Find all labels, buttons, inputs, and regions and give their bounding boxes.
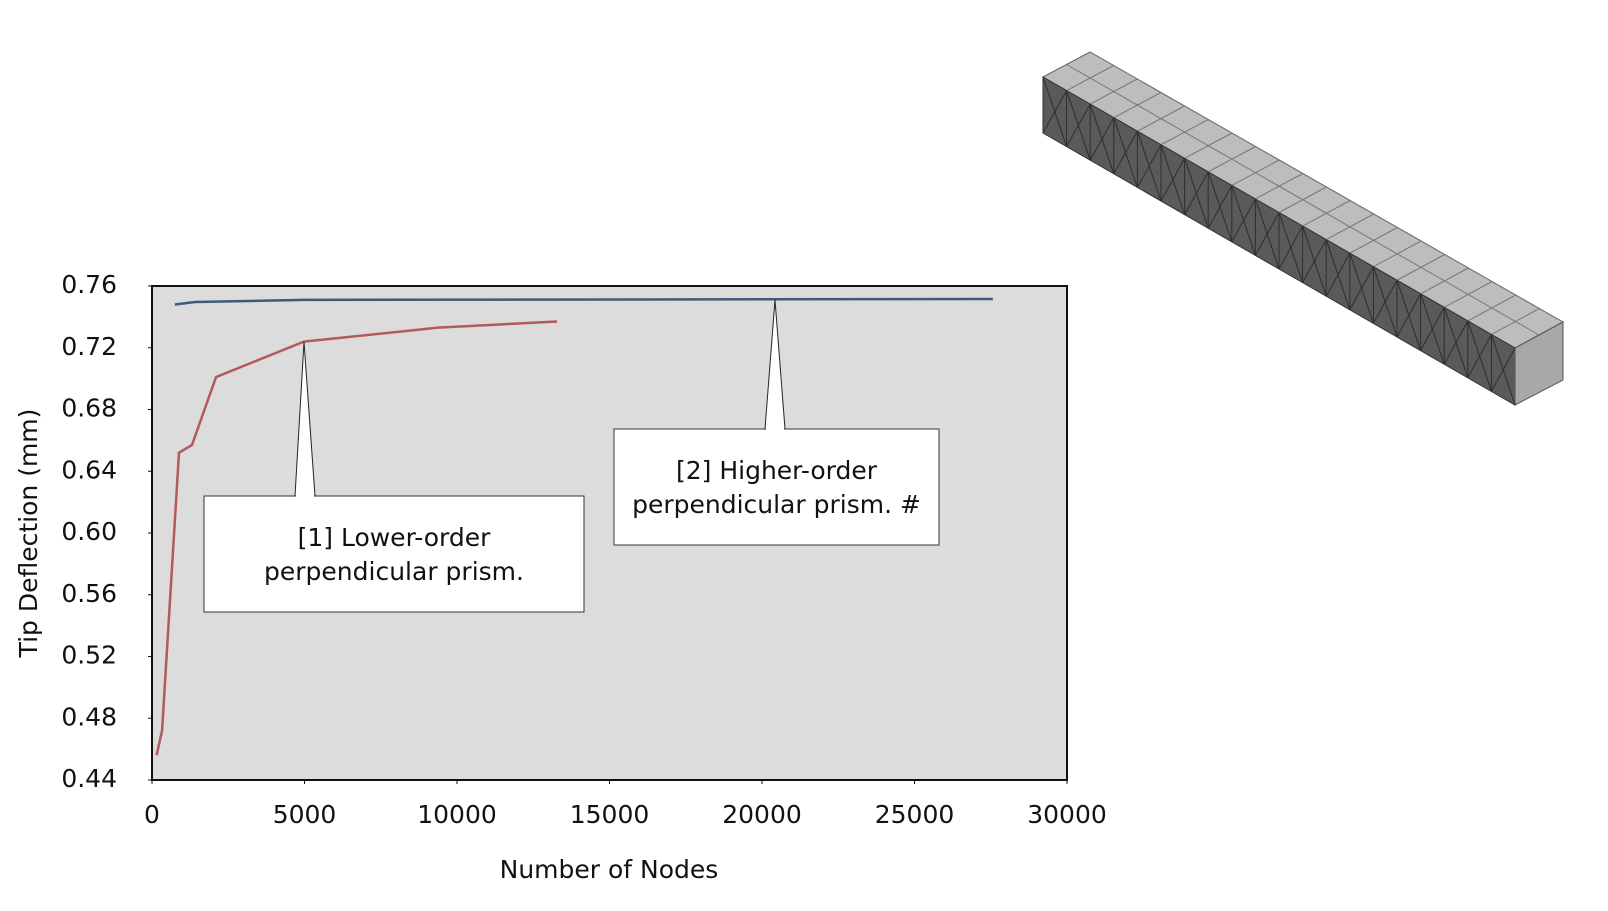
y-tick-label: 0.48 bbox=[61, 702, 117, 731]
y-tick-label: 0.72 bbox=[61, 332, 117, 361]
y-tick-label: 0.68 bbox=[61, 394, 117, 423]
y-tick-label: 0.56 bbox=[61, 579, 117, 608]
annotation-box bbox=[204, 496, 584, 612]
x-tick-label: 30000 bbox=[1027, 800, 1107, 829]
y-tick-label: 0.52 bbox=[61, 641, 117, 670]
y-tick-label: 0.44 bbox=[61, 764, 117, 793]
y-tick-label: 0.76 bbox=[61, 270, 117, 299]
annotation-text: [1] Lower-order bbox=[298, 523, 492, 552]
y-tick-label: 0.60 bbox=[61, 517, 117, 546]
mesh-line bbox=[1067, 65, 1540, 336]
y-tick-label: 0.64 bbox=[61, 455, 117, 484]
x-tick-label: 20000 bbox=[722, 800, 802, 829]
annotation-box bbox=[614, 429, 939, 545]
x-tick-label: 25000 bbox=[875, 800, 955, 829]
x-tick-label: 5000 bbox=[273, 800, 337, 829]
x-axis-label: Number of Nodes bbox=[500, 855, 719, 884]
x-tick-label: 15000 bbox=[570, 800, 650, 829]
annotation-text: perpendicular prism. # bbox=[632, 490, 921, 519]
annotation-text: [2] Higher-order bbox=[676, 456, 878, 485]
x-tick-label: 10000 bbox=[417, 800, 497, 829]
annotation-text: perpendicular prism. bbox=[264, 557, 524, 586]
y-axis-label: Tip Deflection (mm) bbox=[14, 409, 43, 659]
x-tick-label: 0 bbox=[144, 800, 160, 829]
mesh-beam-image bbox=[1043, 52, 1563, 405]
chart: Number of Nodes Tip Deflection (mm) 0.44… bbox=[0, 0, 1608, 911]
